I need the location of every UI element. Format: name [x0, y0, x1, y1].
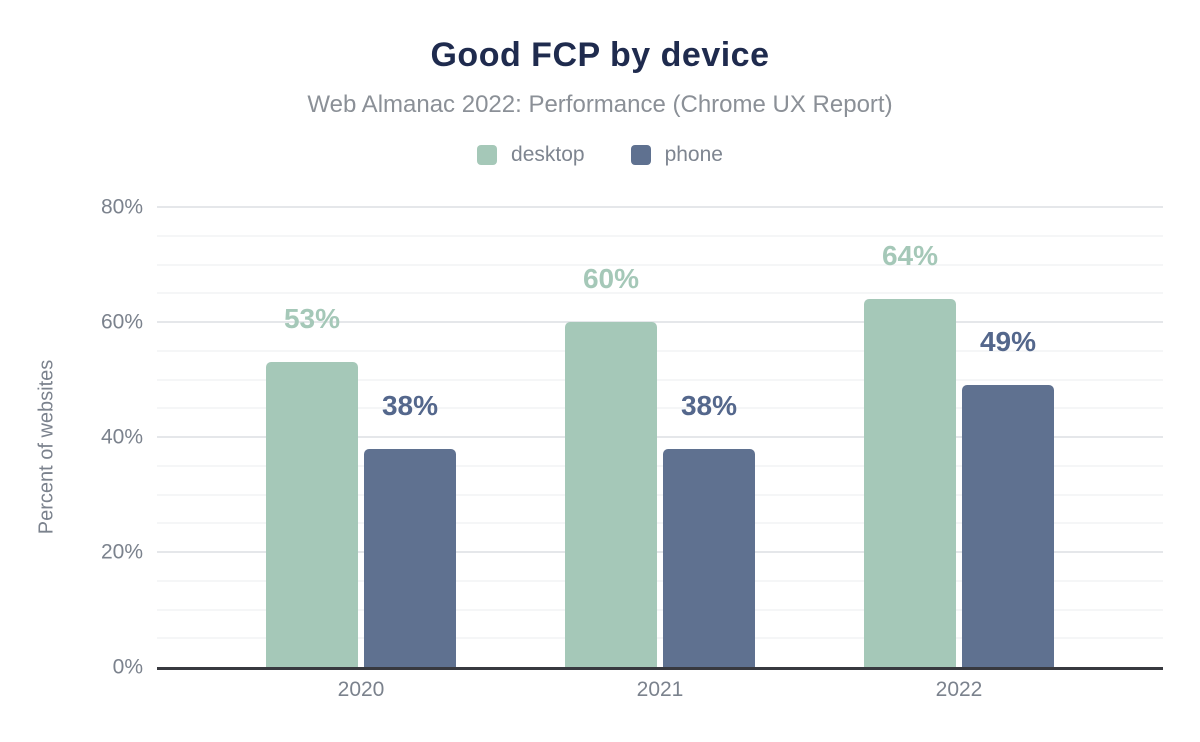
legend-item-desktop: desktop — [477, 143, 585, 167]
legend-label: desktop — [511, 143, 585, 166]
bar-group-2020: 53% 38% — [266, 207, 456, 667]
legend-swatch-icon — [630, 145, 651, 165]
gridline-70 — [157, 263, 1163, 266]
bar-wrap-phone-2022: 49% — [962, 207, 1054, 667]
gridline-15 — [157, 579, 1163, 582]
y-tick-label-60: 60% — [100, 310, 143, 334]
y-axis-ticks: 0% 20% 40% 60% 80% — [0, 197, 143, 678]
x-tick-label-2022: 2022 — [935, 678, 983, 701]
gridline-50 — [157, 378, 1163, 381]
legend: desktop phone — [0, 143, 1200, 167]
gridline-65 — [157, 292, 1163, 295]
bar-phone-2022 — [962, 385, 1054, 667]
bar-phone-2020 — [364, 448, 456, 667]
bar-value-label-desktop-2020: 53% — [283, 303, 341, 335]
bar-value-label-phone-2022: 49% — [979, 326, 1037, 358]
bar-wrap-desktop-2021: 60% — [565, 207, 657, 667]
gridline-20 — [157, 551, 1163, 553]
y-tick-label-80: 80% — [100, 195, 143, 219]
gridline-5 — [157, 637, 1163, 640]
y-tick-label-20: 20% — [100, 540, 143, 564]
gridline-80 — [157, 206, 1163, 208]
bar-group-2021: 60% 38% — [565, 207, 755, 667]
gridline-30 — [157, 493, 1163, 496]
gridline-35 — [157, 464, 1163, 467]
chart-title: Good FCP by device — [430, 36, 770, 74]
bar-value-label-desktop-2021: 60% — [582, 263, 640, 294]
gridline-55 — [157, 349, 1163, 352]
bar-wrap-desktop-2020: 53% — [266, 207, 358, 667]
bar-wrap-phone-2020: 38% — [364, 207, 456, 667]
bar-desktop-2021 — [565, 322, 657, 667]
chart-subtitle: Web Almanac 2022: Performance (Chrome UX… — [307, 91, 893, 118]
bar-value-label-desktop-2022: 64% — [881, 240, 939, 271]
legend-label: phone — [664, 143, 723, 166]
legend-swatch-icon — [477, 145, 498, 165]
x-tick-label-2020: 2020 — [337, 678, 385, 701]
gridline-10 — [157, 608, 1163, 611]
gridline-25 — [157, 522, 1163, 525]
gridline-75 — [157, 234, 1163, 237]
gridline-40 — [157, 436, 1163, 438]
plot-area: 53% 38% 60% 38% 64% 49% — [157, 206, 1163, 670]
gridline-60 — [157, 321, 1163, 323]
bar-desktop-2020 — [266, 362, 358, 667]
y-tick-label-40: 40% — [100, 425, 143, 449]
bar-desktop-2022 — [864, 299, 956, 667]
bars-row: 53% 38% 60% 38% 64% 49% — [157, 207, 1163, 667]
gridline-45 — [157, 407, 1163, 410]
bar-value-label-phone-2021: 38% — [680, 389, 738, 421]
bar-group-2022: 64% 49% — [864, 207, 1054, 667]
bar-value-label-phone-2020: 38% — [381, 389, 439, 421]
bar-phone-2021 — [663, 448, 755, 667]
x-tick-label-2021: 2021 — [636, 678, 684, 701]
bar-wrap-desktop-2022: 64% — [864, 207, 956, 667]
bar-wrap-phone-2021: 38% — [663, 207, 755, 667]
y-tick-label-0: 0% — [112, 655, 143, 679]
x-axis-ticks: 2020 2021 2022 — [157, 678, 1163, 702]
legend-item-phone: phone — [630, 143, 723, 167]
